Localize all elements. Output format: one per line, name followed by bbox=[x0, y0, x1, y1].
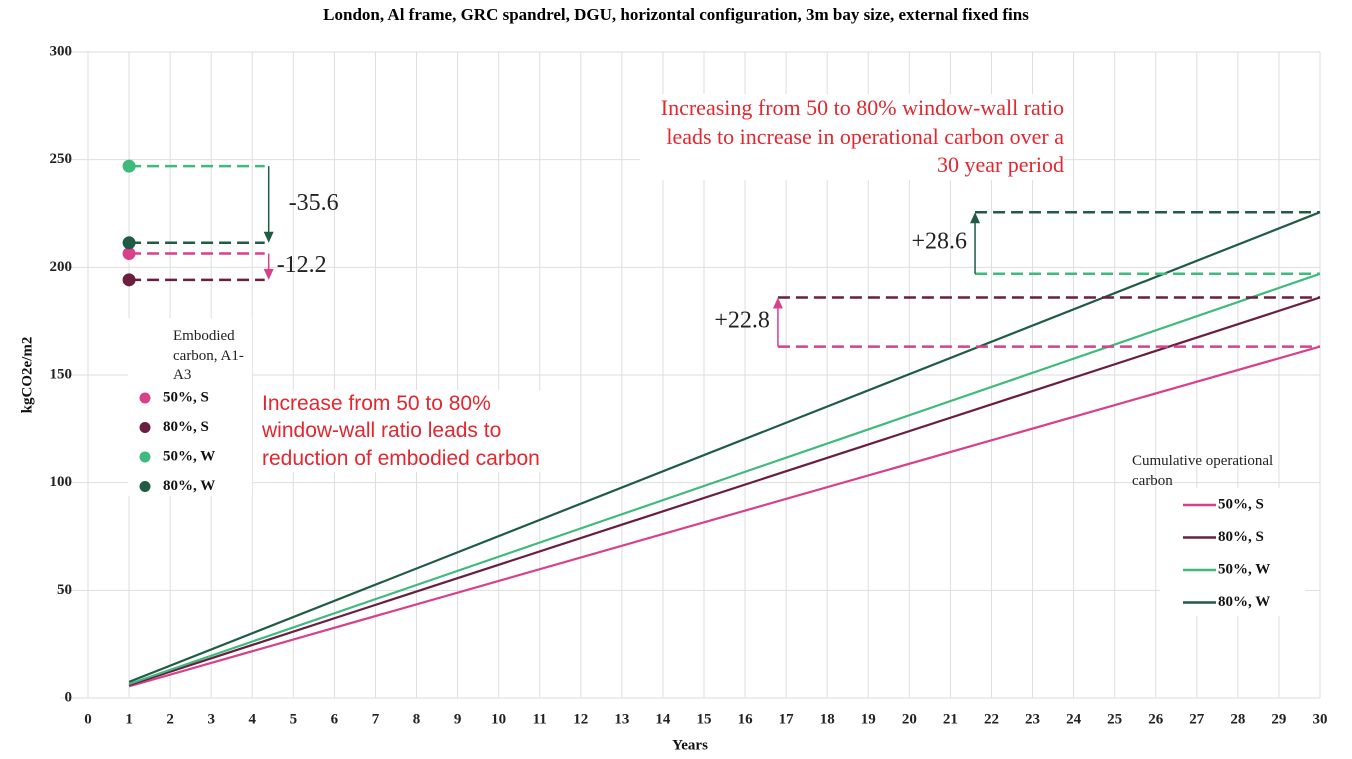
x-tick-label: 0 bbox=[84, 711, 92, 727]
legend-label: 80%, S bbox=[1218, 529, 1264, 545]
x-tick-label: 24 bbox=[1066, 711, 1082, 727]
x-tick-label: 18 bbox=[820, 711, 835, 727]
x-tick-label: 25 bbox=[1107, 711, 1122, 727]
x-tick-label: 17 bbox=[779, 711, 795, 727]
x-tick-label: 22 bbox=[984, 711, 999, 727]
embodied-legend-box bbox=[128, 318, 252, 496]
y-tick-label: 100 bbox=[50, 474, 73, 490]
x-tick-label: 5 bbox=[290, 711, 298, 727]
x-tick-label: 28 bbox=[1230, 711, 1245, 727]
chart-title: London, Al frame, GRC spandrel, DGU, hor… bbox=[323, 5, 1029, 24]
legend-label: 80%, W bbox=[163, 478, 215, 494]
embodied-legend-title: Embodied carbon, A1-A3 bbox=[173, 328, 244, 383]
arrow-head bbox=[263, 231, 274, 243]
legend-box bbox=[1160, 488, 1305, 616]
legend-label: 80%, S bbox=[163, 419, 209, 435]
y-tick-label: 50 bbox=[57, 582, 72, 598]
legend-marker bbox=[139, 392, 151, 404]
x-tick-label: 11 bbox=[533, 711, 547, 727]
embodied-point bbox=[122, 273, 136, 287]
series-line bbox=[128, 211, 1321, 683]
y-tick-label: 300 bbox=[50, 43, 73, 59]
embodied-point bbox=[122, 159, 136, 173]
legend-marker bbox=[139, 422, 151, 433]
x-tick-label: 9 bbox=[454, 711, 462, 727]
x-tick-label: 16 bbox=[738, 711, 754, 727]
x-tick-label: 6 bbox=[331, 711, 339, 727]
y-tick-label: 150 bbox=[50, 366, 73, 382]
x-tick-label: 29 bbox=[1271, 711, 1286, 727]
legend-label: 50%, W bbox=[163, 448, 215, 464]
x-tick-label: 27 bbox=[1189, 711, 1205, 727]
y-tick-label: 200 bbox=[50, 259, 73, 275]
x-tick-label: 10 bbox=[491, 711, 506, 727]
x-tick-label: 19 bbox=[861, 711, 876, 727]
difference-label: +28.6 bbox=[911, 229, 967, 255]
x-tick-label: 4 bbox=[249, 711, 257, 727]
x-tick-label: 14 bbox=[655, 711, 671, 727]
x-tick-label: 15 bbox=[697, 711, 712, 727]
arrow-head bbox=[970, 212, 981, 224]
embodied-point bbox=[122, 247, 136, 261]
legend-marker bbox=[139, 481, 151, 492]
legend-label: 80%, W bbox=[1218, 594, 1270, 610]
annotation: Increasing from 50 to 80% window-wall ra… bbox=[640, 94, 1064, 180]
x-tick-label: 23 bbox=[1025, 711, 1040, 727]
embodied-point bbox=[122, 236, 136, 250]
x-tick-label: 21 bbox=[943, 711, 958, 727]
legend-label: 50%, S bbox=[1218, 496, 1264, 512]
arrow-head bbox=[263, 268, 274, 280]
x-tick-label: 20 bbox=[902, 711, 917, 727]
x-tick-label: 8 bbox=[413, 711, 421, 727]
difference-label: -12.2 bbox=[277, 252, 327, 278]
difference-label: +22.8 bbox=[714, 308, 770, 334]
series-line bbox=[128, 345, 1321, 688]
y-tick-label: 250 bbox=[50, 151, 73, 167]
y-tick-label: 0 bbox=[65, 689, 73, 705]
x-tick-label: 3 bbox=[207, 711, 215, 727]
arrow-head bbox=[772, 297, 783, 309]
difference-label: -35.6 bbox=[289, 190, 339, 216]
x-axis-label: Years bbox=[672, 737, 708, 753]
x-tick-label: 12 bbox=[573, 711, 588, 727]
legend-title: Cumulative operational carbon bbox=[1132, 453, 1274, 489]
series-line bbox=[128, 296, 1321, 687]
annotation: Increase from 50 to 80% window-wall rati… bbox=[262, 390, 562, 472]
legend-label: 50%, W bbox=[1218, 561, 1270, 577]
x-tick-label: 13 bbox=[614, 711, 629, 727]
x-tick-label: 30 bbox=[1313, 711, 1328, 727]
legend-label: 50%, S bbox=[163, 389, 209, 405]
x-tick-label: 7 bbox=[372, 711, 380, 727]
x-tick-label: 26 bbox=[1148, 711, 1164, 727]
y-axis-label: kgCO2e/m2 bbox=[19, 337, 35, 414]
series-line bbox=[128, 272, 1321, 686]
legend-marker bbox=[139, 451, 151, 463]
x-tick-label: 1 bbox=[125, 711, 133, 727]
x-tick-label: 2 bbox=[166, 711, 174, 727]
